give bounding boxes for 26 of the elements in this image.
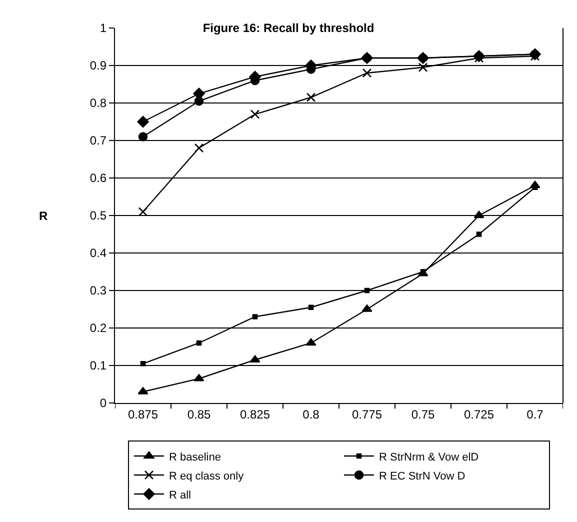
- x-tick-label: 0.8: [302, 407, 320, 422]
- x-tick-label: 0.875: [128, 407, 158, 422]
- legend-label: R EC StrN Vow D: [379, 470, 466, 482]
- legend-label: R all: [169, 489, 192, 502]
- x-tick-label: 0.85: [187, 407, 211, 422]
- x-tick-label: 0.7: [526, 407, 544, 422]
- x-tick-label: 0.825: [240, 407, 270, 422]
- legend-label: R baseline: [169, 451, 221, 464]
- y-tick-label: 0.4: [90, 246, 107, 260]
- y-tick-label: 0.1: [90, 358, 107, 373]
- x-tick-label: 0.775: [352, 407, 382, 422]
- y-tick-label: 0.3: [90, 284, 107, 298]
- y-axis-title: R: [39, 209, 48, 223]
- chart-title: Figure 16: Recall by threshold: [202, 20, 374, 35]
- y-tick-label: 0.2: [90, 321, 107, 336]
- y-tick-label: 0.7: [90, 134, 107, 148]
- y-tick-label: 0.5: [90, 208, 107, 223]
- y-tick-label: 1: [100, 21, 107, 36]
- x-tick-label: 0.75: [411, 407, 435, 422]
- y-tick-label: 0.6: [90, 171, 107, 186]
- y-tick-label: 0.8: [90, 96, 107, 110]
- x-tick-label: 0.725: [464, 407, 494, 422]
- y-tick-label: 0.9: [90, 58, 107, 73]
- legend-label: R StrNrm & Vow elD: [379, 451, 479, 464]
- legend-label: R eq class only: [169, 470, 244, 482]
- y-tick-label: 0: [100, 396, 107, 410]
